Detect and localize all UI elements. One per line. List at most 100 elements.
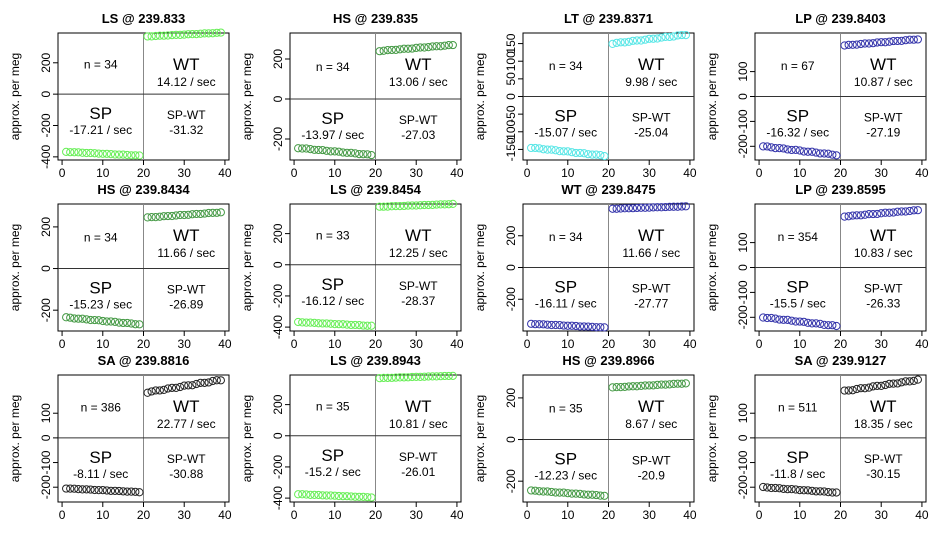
wt-point: [375, 47, 384, 56]
wt-point: [167, 383, 177, 392]
wt-point: [412, 43, 421, 52]
n-count: n = 511: [778, 400, 818, 414]
wt-point: [147, 32, 156, 41]
x-tick-label: 30: [875, 166, 889, 180]
sp-point: [559, 321, 568, 330]
chart-title: WT @ 239.8475: [561, 182, 655, 197]
sp-point: [579, 322, 589, 331]
sp-point: [131, 487, 140, 496]
sp-point: [543, 145, 552, 154]
sp-point: [326, 491, 335, 500]
wt-point: [913, 206, 922, 215]
sp-point: [363, 150, 372, 159]
sp-point: [775, 144, 784, 153]
y-axis-label: approx. per meg: [8, 395, 22, 482]
wt-point: [909, 376, 918, 386]
sp-point: [346, 148, 356, 157]
wt-point: [412, 372, 421, 381]
sp-point: [567, 148, 576, 157]
wt-point: [155, 212, 164, 221]
wt-point: [192, 379, 201, 389]
x-tick-label: 20: [369, 337, 383, 351]
wt-point: [657, 33, 666, 42]
wt-point: [428, 372, 437, 381]
wt-point: [628, 36, 638, 45]
wt-point: [147, 387, 156, 396]
chart-title: SA @ 239.8816: [98, 353, 190, 368]
wt-point: [196, 29, 205, 38]
wt-point: [893, 207, 902, 216]
sp-point: [114, 486, 124, 496]
sp-point: [795, 146, 804, 155]
sp-label: SP: [554, 450, 577, 469]
sp-point: [310, 145, 319, 154]
x-tick-label: 20: [602, 337, 616, 351]
sp-point: [314, 319, 323, 328]
sp-point: [119, 318, 128, 328]
x-tick-label: 0: [291, 337, 298, 351]
wt-point: [436, 372, 445, 381]
wt-point: [616, 38, 625, 47]
wt-point: [677, 202, 686, 211]
n-count: n = 35: [549, 401, 583, 415]
sp-rate: -12.23 / sec: [534, 469, 597, 483]
wt-point: [645, 34, 654, 43]
sp-point: [539, 145, 548, 154]
sp-point: [547, 320, 556, 330]
y-tick-label: 0: [271, 432, 285, 439]
x-tick-label: 30: [643, 337, 657, 351]
x-tick-label: 40: [683, 508, 697, 522]
wt-point: [873, 38, 882, 47]
y-axis-label: approx. per meg: [8, 224, 22, 311]
y-tick-label: -100: [736, 280, 750, 304]
sp-point: [338, 320, 348, 329]
x-tick-label: 40: [915, 337, 929, 351]
sp-point: [338, 492, 348, 501]
sp-point: [559, 488, 568, 497]
sp-point: [832, 488, 841, 497]
sp-point: [334, 491, 343, 501]
wt-point: [901, 207, 910, 216]
x-tick-label: 0: [291, 508, 298, 522]
sp-point: [555, 321, 564, 330]
chart-title: LP @ 239.8403: [795, 11, 886, 26]
wt-rate: 9.98 / sec: [625, 75, 677, 89]
wt-point: [905, 206, 914, 216]
wt-point: [159, 31, 168, 40]
x-tick-label: 0: [59, 337, 66, 351]
spwt-label: SP-WT: [167, 283, 206, 297]
sp-point: [78, 485, 87, 494]
wt-point: [208, 208, 217, 217]
wt-point: [661, 380, 670, 389]
y-tick-label: -100: [504, 119, 518, 143]
wt-point: [873, 381, 882, 390]
sp-point: [314, 490, 323, 500]
x-tick-label: 20: [834, 166, 848, 180]
sp-point: [771, 314, 780, 323]
wt-point: [403, 373, 413, 382]
wt-point: [387, 373, 396, 382]
sp-point: [127, 151, 136, 160]
wt-label: WT: [638, 397, 664, 416]
wt-point: [408, 372, 417, 382]
sp-point: [351, 320, 360, 330]
sp-point: [135, 151, 144, 160]
wt-rate: 18.35 / sec: [854, 417, 913, 431]
wt-point: [192, 209, 201, 219]
wt-point: [669, 32, 678, 41]
chart-title: LS @ 239.8943: [330, 353, 421, 368]
y-tick-label: 0: [39, 265, 53, 272]
wt-point: [196, 209, 205, 219]
wt-point: [636, 203, 646, 212]
wt-rate: 10.83 / sec: [854, 246, 913, 260]
n-count: n = 33: [316, 228, 350, 242]
sp-point: [367, 150, 376, 160]
n-count: n = 34: [549, 59, 583, 73]
wt-point: [143, 213, 152, 222]
y-tick-label: 0: [504, 264, 518, 271]
sp-point: [571, 148, 581, 158]
wt-point: [881, 38, 890, 47]
wt-point: [188, 381, 197, 390]
spwt-value: -25.04: [634, 126, 668, 140]
